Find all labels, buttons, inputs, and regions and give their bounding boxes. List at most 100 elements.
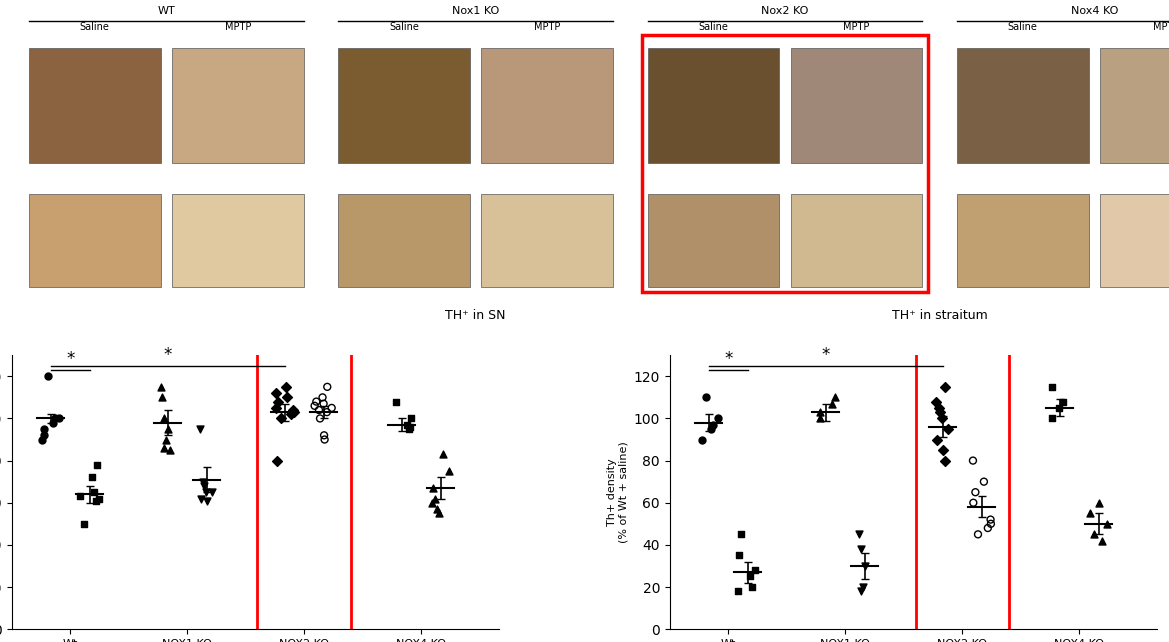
Point xyxy=(963,455,982,465)
Point xyxy=(1098,519,1116,529)
Point xyxy=(931,407,949,417)
Point xyxy=(310,405,328,415)
Point xyxy=(935,382,954,392)
Point xyxy=(277,382,296,392)
Point xyxy=(928,435,947,445)
Point xyxy=(1080,508,1099,518)
Text: Saline: Saline xyxy=(389,22,419,32)
Point xyxy=(203,487,222,498)
Point xyxy=(160,445,179,455)
Bar xyxy=(648,48,780,164)
Text: Nox1 KO: Nox1 KO xyxy=(452,6,499,15)
Point xyxy=(693,435,712,445)
Text: *: * xyxy=(822,345,830,363)
Text: Saline: Saline xyxy=(698,22,728,32)
Point xyxy=(934,445,953,455)
Point xyxy=(1085,529,1104,539)
Point xyxy=(423,483,442,493)
Text: WT: WT xyxy=(158,6,175,15)
Point xyxy=(434,449,452,460)
Point xyxy=(282,409,300,419)
Point xyxy=(732,529,750,539)
Point xyxy=(305,401,324,411)
Bar xyxy=(257,351,351,639)
Point xyxy=(1054,397,1073,407)
Point xyxy=(314,399,333,409)
Point xyxy=(926,397,945,407)
Point xyxy=(855,582,873,592)
Text: MPTP: MPTP xyxy=(224,22,251,32)
Point xyxy=(307,397,326,407)
Bar xyxy=(648,194,780,287)
Point xyxy=(198,496,216,506)
Point xyxy=(981,514,999,525)
Text: *: * xyxy=(724,350,733,368)
Text: MPTP: MPTP xyxy=(1153,22,1169,32)
Point xyxy=(810,413,829,424)
Point xyxy=(850,529,869,539)
Point xyxy=(1043,413,1061,424)
Point xyxy=(1043,382,1061,392)
Point xyxy=(35,424,54,434)
Bar xyxy=(956,194,1088,287)
Bar xyxy=(1100,48,1169,164)
Point xyxy=(193,476,212,487)
Point xyxy=(746,565,765,575)
Point xyxy=(196,487,215,498)
Bar xyxy=(29,194,160,287)
Point xyxy=(856,561,874,571)
Point xyxy=(316,435,334,445)
Point xyxy=(701,424,720,434)
Text: Nox4 KO: Nox4 KO xyxy=(1071,6,1118,15)
Point xyxy=(192,494,210,504)
Point xyxy=(152,392,171,403)
Point xyxy=(82,473,101,483)
Point xyxy=(825,392,844,403)
Point xyxy=(428,504,447,514)
Bar xyxy=(915,351,1009,639)
Text: MPTP: MPTP xyxy=(534,22,560,32)
Point xyxy=(1050,403,1068,413)
Point xyxy=(400,424,419,434)
Point xyxy=(929,403,948,413)
Point xyxy=(87,496,105,506)
Point xyxy=(267,388,285,398)
Point xyxy=(90,494,109,504)
Point xyxy=(422,498,441,508)
Point xyxy=(271,413,290,424)
Y-axis label: Th+ density
(% of Wt + saline): Th+ density (% of Wt + saline) xyxy=(607,441,628,543)
Point xyxy=(978,523,997,533)
Point xyxy=(284,407,303,417)
Point xyxy=(935,455,954,465)
Point xyxy=(157,435,175,445)
Bar xyxy=(29,48,160,164)
Point xyxy=(318,382,337,392)
Bar xyxy=(482,194,613,287)
Bar xyxy=(790,194,922,287)
Bar xyxy=(1100,194,1169,287)
Text: TH⁺ in straitum: TH⁺ in straitum xyxy=(892,309,988,322)
Point xyxy=(397,420,416,430)
Point xyxy=(268,455,286,465)
Point xyxy=(964,498,983,508)
Point xyxy=(440,466,458,476)
Point xyxy=(71,491,90,501)
Bar xyxy=(338,48,470,164)
Point xyxy=(311,413,330,424)
Point xyxy=(1093,535,1112,546)
Text: *: * xyxy=(164,345,172,363)
Point xyxy=(50,413,69,424)
Text: MPTP: MPTP xyxy=(843,22,870,32)
Point xyxy=(851,586,870,596)
Point xyxy=(84,487,103,498)
Point xyxy=(386,397,404,407)
Point xyxy=(742,582,761,592)
Bar xyxy=(642,35,928,292)
Point xyxy=(75,519,94,529)
Point xyxy=(277,392,296,403)
Bar xyxy=(172,48,304,164)
Point xyxy=(191,424,209,434)
Point xyxy=(33,435,51,445)
Bar xyxy=(482,48,613,164)
Point xyxy=(429,508,448,518)
